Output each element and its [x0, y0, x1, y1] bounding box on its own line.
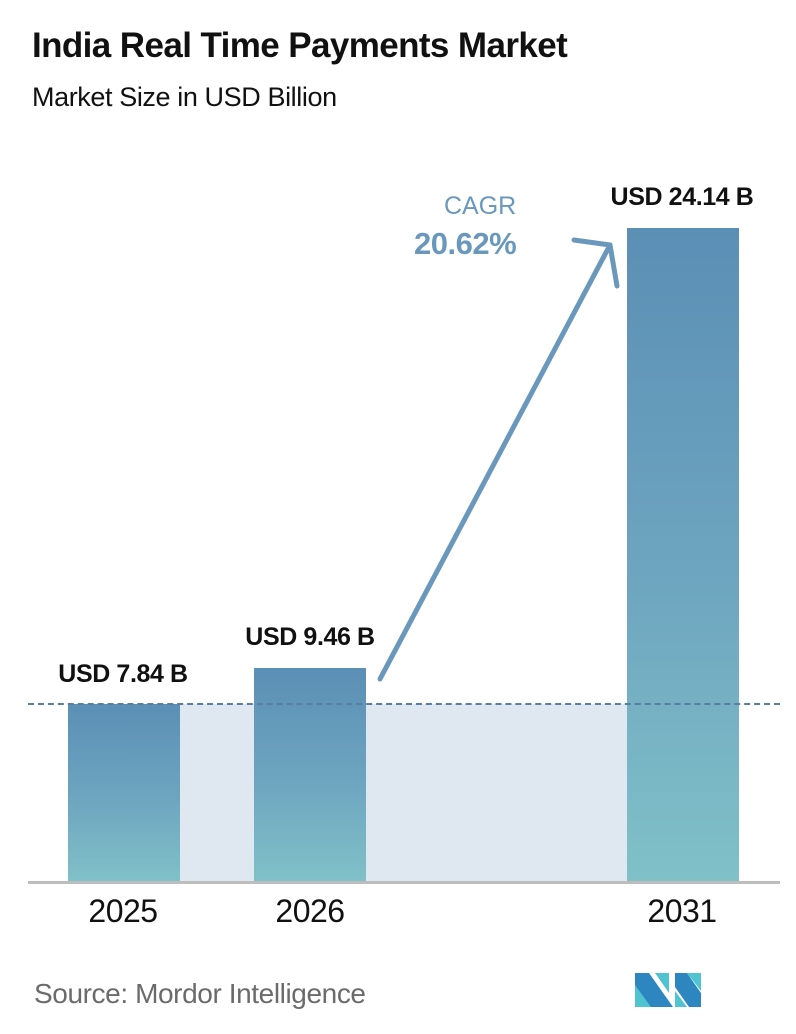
- chart-title: India Real Time Payments Market: [32, 26, 568, 65]
- x-axis-baseline: [28, 881, 780, 884]
- x-tick-label-2031: 2031: [647, 893, 717, 929]
- bar-2025: [68, 704, 180, 882]
- mordor-intelligence-logo-icon: [635, 973, 701, 1007]
- x-tick-label-2026: 2026: [275, 893, 345, 929]
- bar-value-label-2026: USD 9.46 B: [245, 623, 375, 651]
- chart-subtitle: Market Size in USD Billion: [32, 82, 337, 112]
- bar-2031: [627, 228, 739, 882]
- reference-dashed-line: [28, 703, 780, 705]
- cagr-label: CAGR: [444, 192, 517, 220]
- source-text: Source: Mordor Intelligence: [34, 978, 366, 1009]
- cagr-value: 20.62%: [414, 226, 517, 261]
- bar-value-label-2025: USD 7.84 B: [58, 660, 188, 688]
- x-tick-label-2025: 2025: [88, 893, 158, 929]
- bar-value-label-2031: USD 24.14 B: [610, 183, 754, 211]
